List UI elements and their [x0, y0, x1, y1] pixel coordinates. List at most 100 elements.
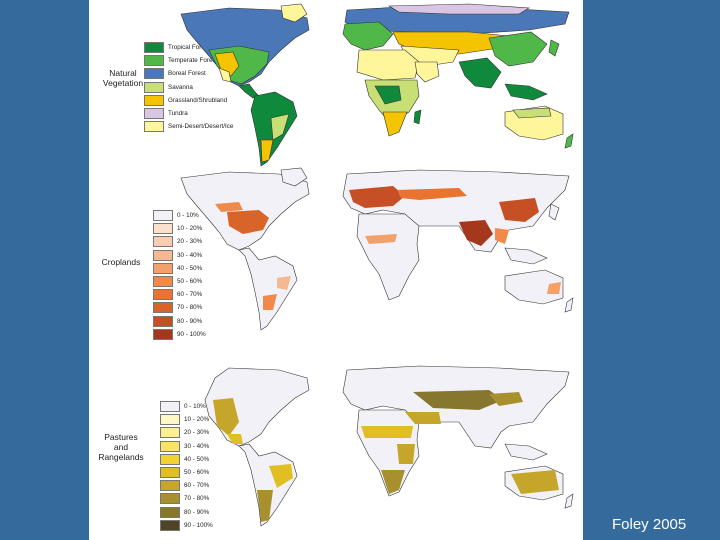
legend-item-boreal-forest: Boreal Forest: [144, 67, 233, 80]
legend-swatch: [153, 289, 173, 301]
legend-item-pasture-3: 30 - 40%: [160, 440, 213, 453]
legend-label: Tropical Forest: [168, 44, 210, 52]
southeast-asia-islands: [504, 83, 548, 101]
great-plains-pasture: [213, 398, 239, 436]
legend-swatch: [153, 249, 173, 261]
legend-item-crop-8: 80 - 90%: [153, 315, 206, 328]
legend-swatch: [153, 262, 173, 274]
croplands-panel: Croplands 0 - 10% 10 - 20% 20 - 30% 30 -…: [89, 160, 583, 340]
legend-swatch: [153, 223, 173, 235]
legend-swatch: [144, 55, 164, 67]
legend-label: 30 - 40%: [184, 442, 210, 450]
south-america-landmass: [238, 443, 298, 527]
legend-label: 40 - 50%: [184, 455, 210, 463]
legend-label: 40 - 50%: [177, 264, 203, 272]
legend-item-grassland-shrubland: Grassland/Shrubland: [144, 94, 233, 107]
pastures-world-map: [204, 365, 574, 527]
mexico-pasture: [227, 434, 243, 444]
legend-swatch: [153, 236, 173, 248]
south-america-landmass: [238, 247, 298, 331]
legend-swatch: [153, 328, 173, 340]
africa-landmass: [356, 213, 420, 301]
figure-canvas: Natural Vegetation Tropical Forest Tempe…: [89, 0, 583, 540]
legend-swatch: [160, 414, 180, 426]
legend-label: 50 - 60%: [177, 278, 203, 286]
legend-label: 10 - 20%: [177, 225, 203, 233]
legend-label: Savanna: [168, 83, 193, 91]
legend-label: Semi-Desert/Desert/Ice: [168, 123, 234, 131]
india-cropland: [459, 220, 493, 246]
legend-label: 0 - 10%: [184, 403, 206, 411]
brazil-cropland: [277, 276, 291, 290]
legend-item-pasture-8: 80 - 90%: [160, 506, 213, 519]
sahel-pasture: [361, 426, 413, 438]
legend-label: 80 - 90%: [177, 317, 203, 325]
europe-temperate: [342, 21, 394, 51]
legend-swatch: [160, 427, 180, 439]
legend-label: 60 - 70%: [177, 291, 203, 299]
japan: [548, 39, 560, 57]
legend-item-pasture-5: 50 - 60%: [160, 466, 213, 479]
patagonia-pasture: [257, 490, 273, 522]
south-africa-pasture: [381, 470, 405, 494]
legend-item-temperate-forest: Temperate Forest: [144, 54, 233, 67]
croplands-legend: 0 - 10% 10 - 20% 20 - 30% 30 - 40% 40 - …: [153, 209, 206, 341]
legend-swatch: [153, 315, 173, 327]
legend-item-crop-1: 10 - 20%: [153, 222, 206, 235]
pastures-panel: Pastures and Rangelands 0 - 10% 10 - 20%…: [89, 360, 583, 540]
legend-item-crop-5: 50 - 60%: [153, 275, 206, 288]
legend-swatch: [144, 108, 164, 120]
mongolia-pasture: [489, 392, 523, 406]
east-asia-temperate: [488, 31, 548, 67]
new-zealand: [564, 297, 574, 313]
legend-item-pasture-4: 40 - 50%: [160, 453, 213, 466]
legend-label: Grassland/Shrubland: [168, 96, 228, 104]
legend-item-pasture-6: 60 - 70%: [160, 479, 213, 492]
australia-cropland: [547, 282, 561, 294]
legend-label: 20 - 30%: [184, 429, 210, 437]
madagascar: [413, 109, 422, 125]
southeast-asia-islands: [504, 443, 548, 461]
legend-label: 0 - 10%: [177, 212, 199, 220]
north-america-temperate: [208, 45, 270, 85]
legend-swatch: [160, 467, 180, 479]
legend-label: Temperate Forest: [168, 57, 218, 65]
australia-landmass: [504, 269, 564, 305]
australia-pasture: [511, 470, 559, 494]
middle-east-pasture: [405, 412, 441, 424]
canada-prairie-cropland: [215, 202, 243, 212]
north-america-desert: [218, 67, 232, 83]
legend-swatch: [144, 68, 164, 80]
natural-vegetation-title: Natural Vegetation: [102, 68, 144, 88]
legend-item-pasture-1: 10 - 20%: [160, 413, 213, 426]
legend-item-crop-0: 0 - 10%: [153, 209, 206, 222]
citation-text: Foley 2005: [612, 516, 687, 533]
south-asia-tropical: [458, 57, 502, 89]
south-america-savanna: [270, 113, 290, 141]
legend-label: 90 - 100%: [184, 521, 213, 529]
legend-label: 30 - 40%: [177, 251, 203, 259]
legend-swatch: [144, 94, 164, 106]
legend-swatch: [153, 276, 173, 288]
legend-label: Boreal Forest: [168, 70, 206, 78]
legend-label: 10 - 20%: [184, 416, 210, 424]
southeast-asia-cropland: [495, 228, 509, 244]
legend-item-pasture-7: 70 - 80%: [160, 492, 213, 505]
legend-swatch: [160, 506, 180, 518]
legend-label: 20 - 30%: [177, 238, 203, 246]
south-america-grassland: [260, 139, 274, 163]
legend-swatch: [160, 440, 180, 452]
legend-swatch: [160, 480, 180, 492]
legend-item-tropical-forest: Tropical Forest: [144, 41, 233, 54]
arabia: [414, 61, 440, 83]
legend-item-crop-9: 90 - 100%: [153, 328, 206, 341]
new-zealand: [564, 133, 574, 149]
legend-label: Tundra: [168, 110, 188, 118]
new-zealand: [564, 493, 574, 509]
africa-tropical: [374, 85, 402, 105]
vegetation-world-map: [180, 3, 574, 167]
legend-swatch: [144, 42, 164, 54]
legend-label: 90 - 100%: [177, 330, 206, 338]
legend-swatch: [153, 210, 173, 222]
west-africa-cropland: [365, 234, 397, 244]
